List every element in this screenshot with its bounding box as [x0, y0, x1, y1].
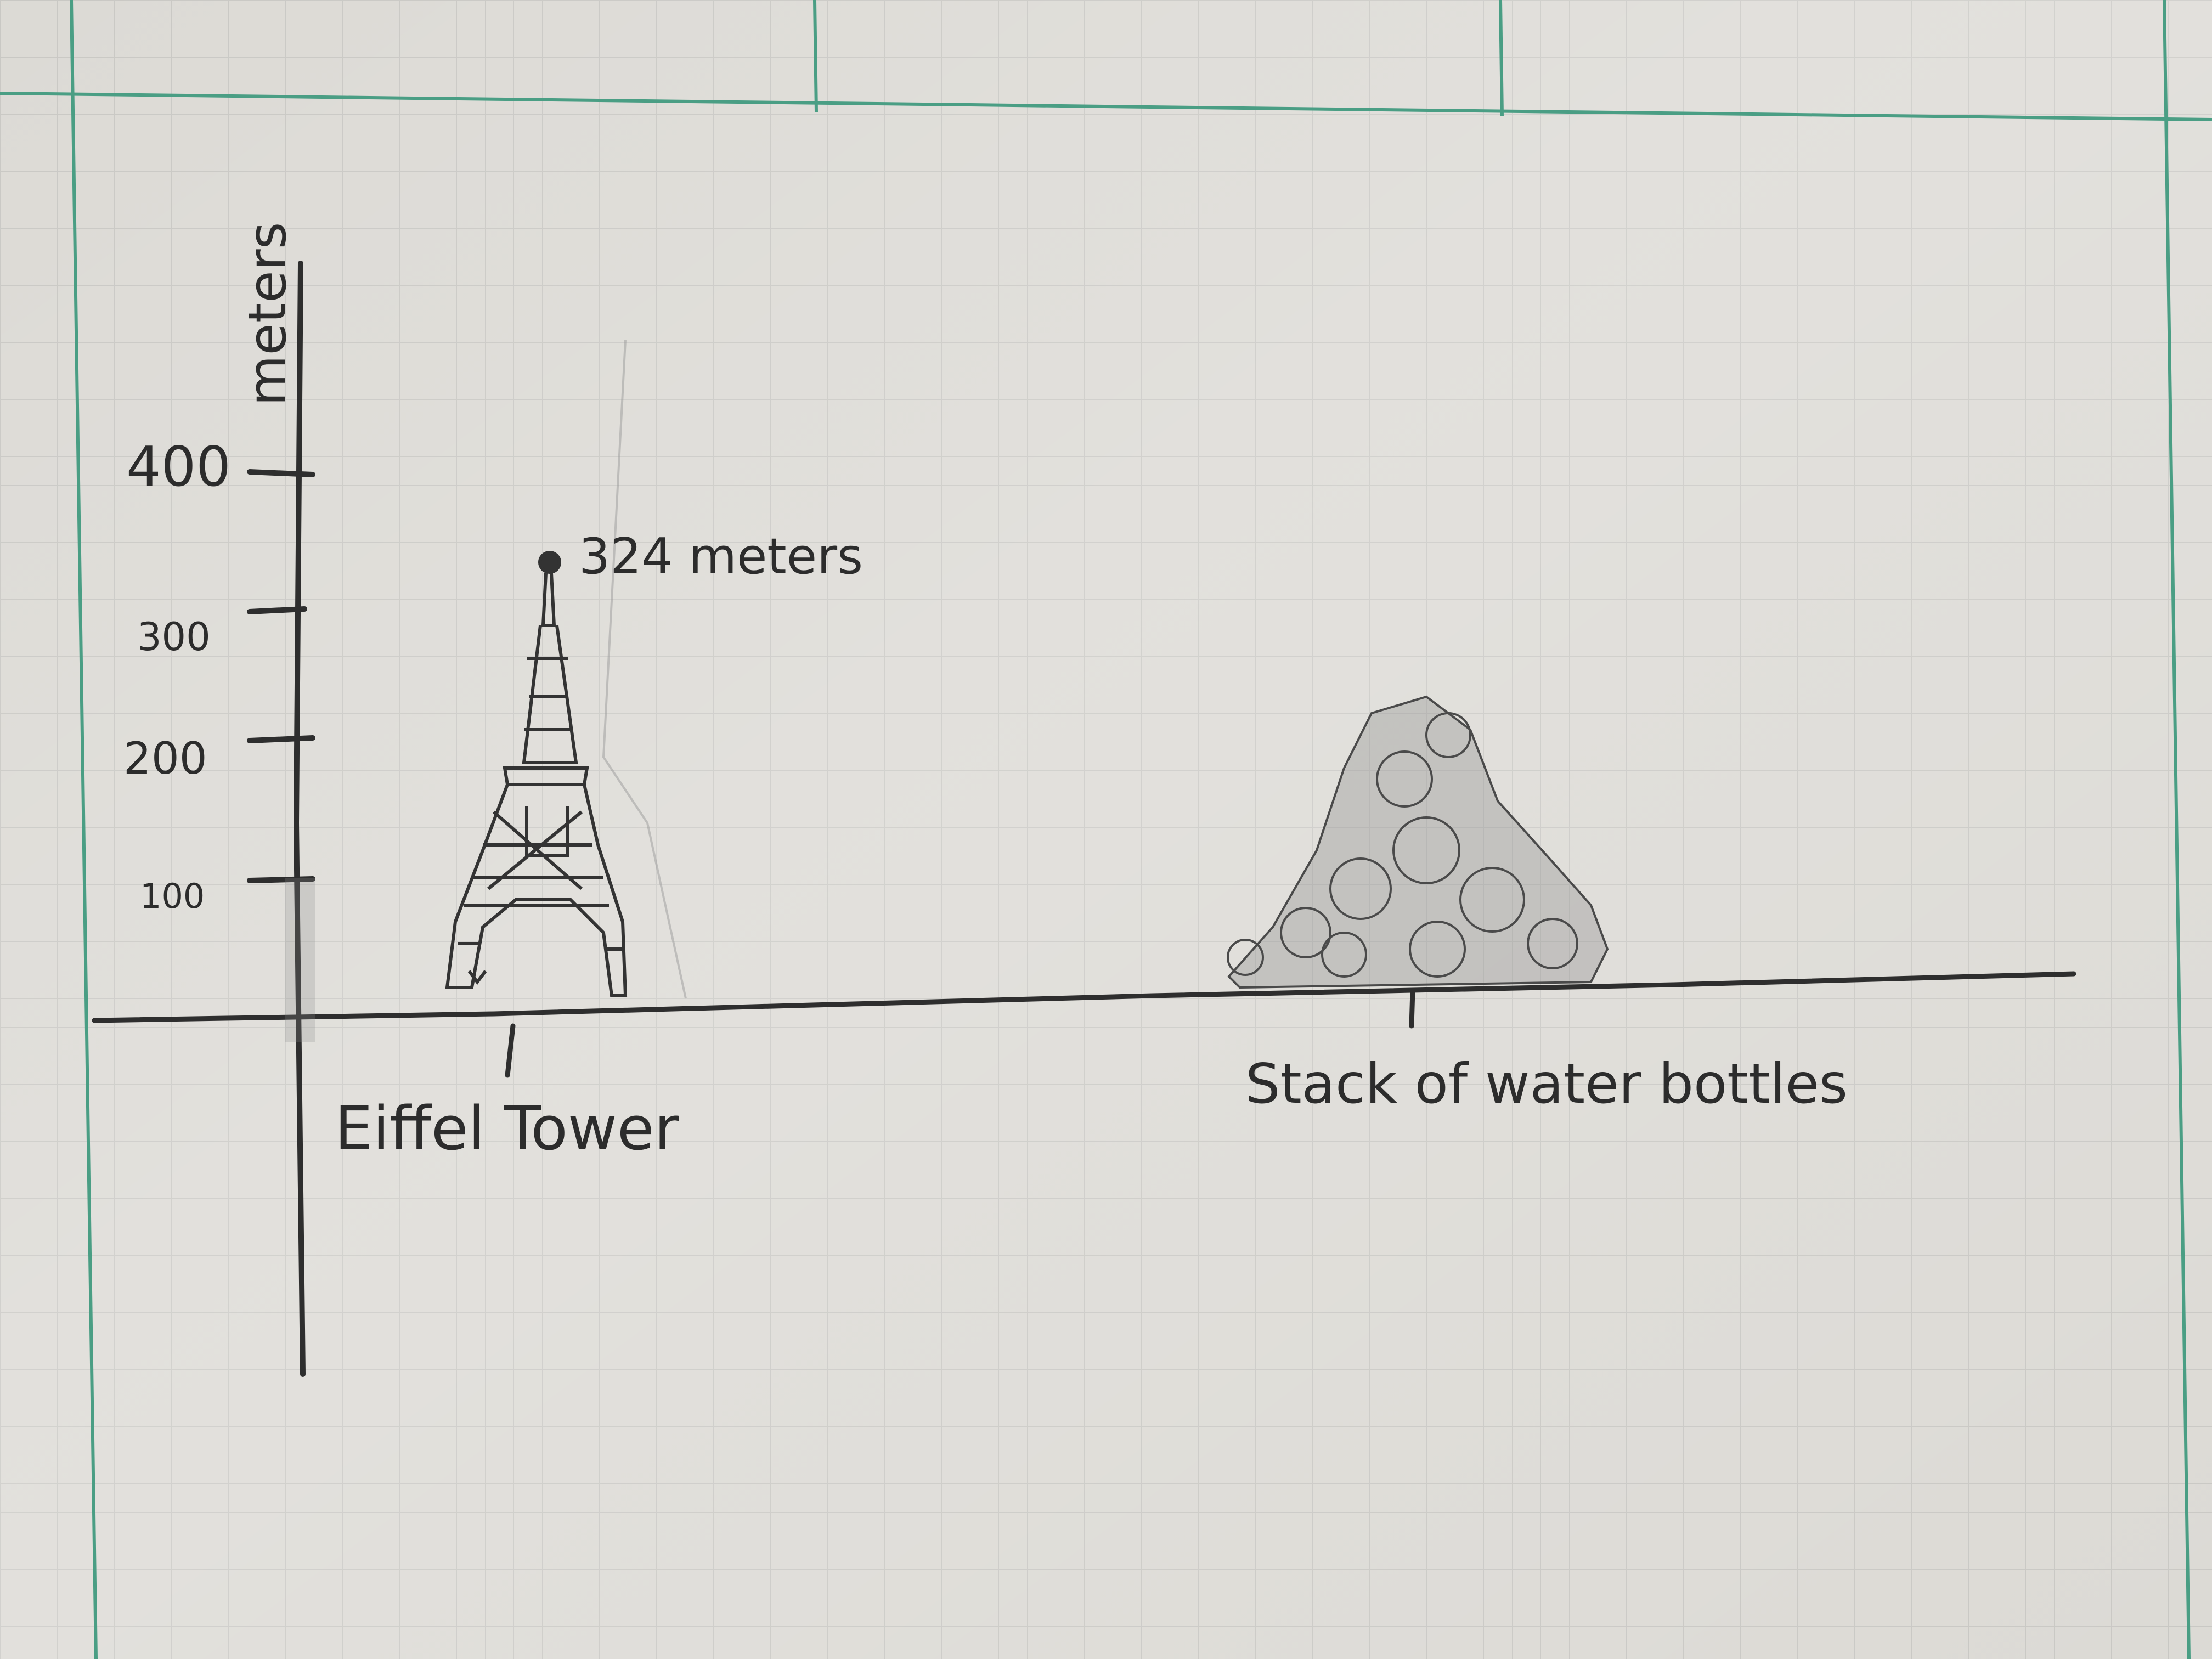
erased-guide-line — [602, 340, 687, 999]
pencil-smudge — [285, 878, 315, 1042]
tick-label-200: 200 — [123, 733, 207, 784]
eiffel-tower-label: Eiffel Tower — [335, 1093, 679, 1164]
y-axis-title: meters — [238, 222, 298, 406]
y-tick-200 — [247, 735, 315, 743]
tick-label-100: 100 — [140, 876, 205, 916]
y-tick-400 — [247, 469, 315, 477]
x-tick-bottles — [1409, 988, 1415, 1029]
water-bottles-label: Stack of water bottles — [1245, 1052, 1848, 1116]
water-bottle-stack-drawing — [1227, 695, 1609, 989]
y-tick-300 — [247, 606, 307, 614]
x-axis — [92, 971, 2076, 1078]
y-axis — [247, 261, 315, 1377]
height-annotation: 324 meters — [579, 528, 863, 585]
tick-label-400: 400 — [126, 435, 231, 499]
x-tick-eiffel — [505, 1023, 516, 1078]
eiffel-tower-drawing — [445, 551, 628, 997]
y-tick-100 — [247, 876, 315, 883]
tick-label-300: 300 — [137, 614, 211, 659]
